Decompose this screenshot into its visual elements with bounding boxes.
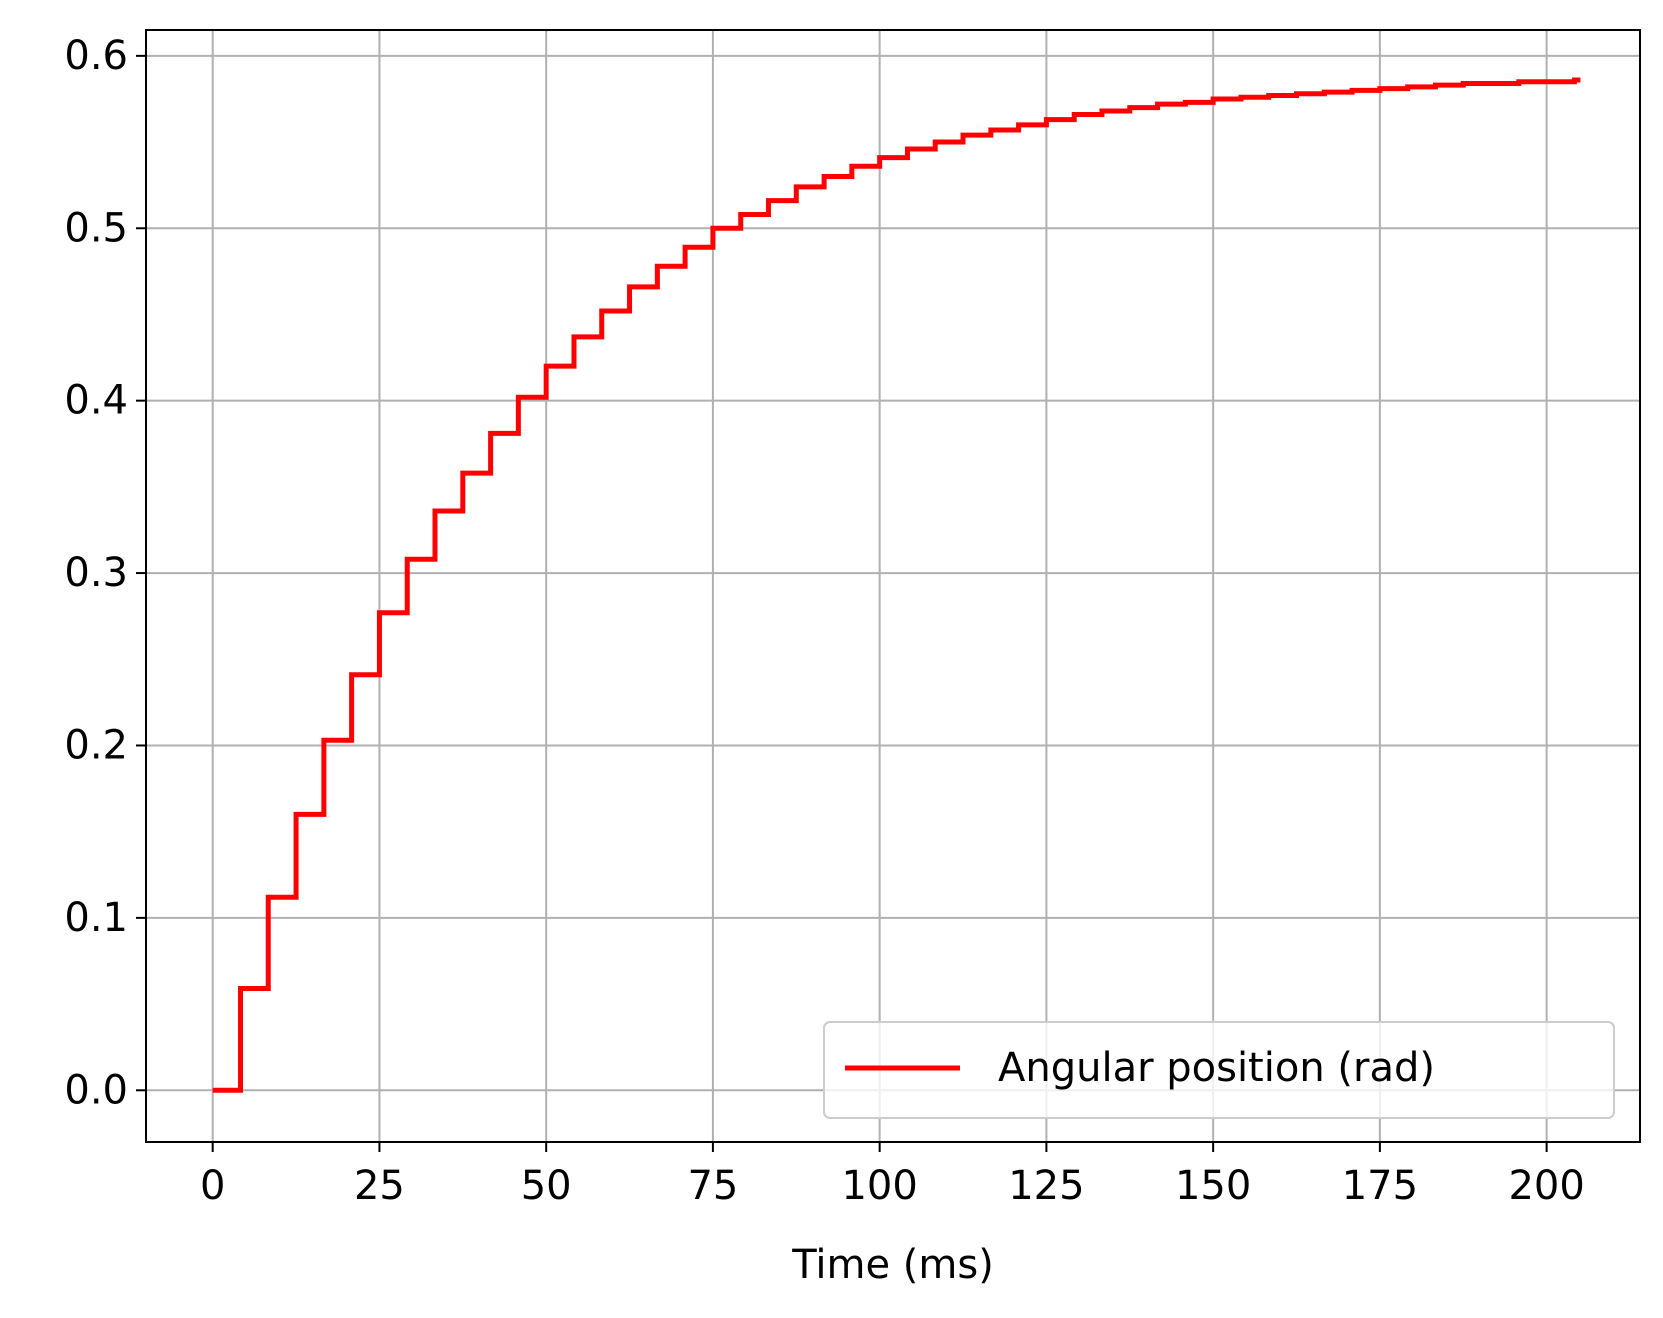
y-axis: 0.0 0.1 0.2 0.3 0.4 0.5 0.6 (64, 33, 146, 1113)
y-tick-label-0: 0.0 (64, 1067, 128, 1113)
x-tick-label-6: 150 (1175, 1163, 1251, 1209)
series-group (212, 77, 1581, 1093)
legend: Angular position (rad) (823, 1021, 1615, 1119)
y-tick-label-1: 0.1 (64, 895, 128, 941)
x-tick-label-2: 50 (521, 1163, 572, 1209)
legend-box (823, 1021, 1615, 1119)
x-tick-label-8: 200 (1508, 1163, 1584, 1209)
x-tick-label-1: 25 (354, 1163, 405, 1209)
y-tick-label-3: 0.3 (64, 550, 128, 596)
y-tick-label-5: 0.5 (64, 205, 128, 251)
x-tick-label-5: 125 (1008, 1163, 1084, 1209)
x-tick-label-3: 75 (687, 1163, 738, 1209)
x-axis: 0 25 50 75 100 125 150 175 200 (200, 1142, 1585, 1209)
grid (146, 30, 1640, 1142)
x-tick-label-0: 0 (200, 1163, 225, 1209)
plot-frame (145, 29, 1641, 1143)
series-line-0 (212, 77, 1581, 1093)
y-tick-label-4: 0.4 (64, 378, 128, 424)
x-tick-label-4: 100 (841, 1163, 917, 1209)
legend-label: Angular position (rad) (998, 1045, 1435, 1091)
y-tick-label-6: 0.6 (64, 33, 128, 79)
y-tick-label-2: 0.2 (64, 722, 128, 768)
x-axis-label: Time (ms) (791, 1242, 994, 1288)
x-tick-label-7: 175 (1342, 1163, 1418, 1209)
